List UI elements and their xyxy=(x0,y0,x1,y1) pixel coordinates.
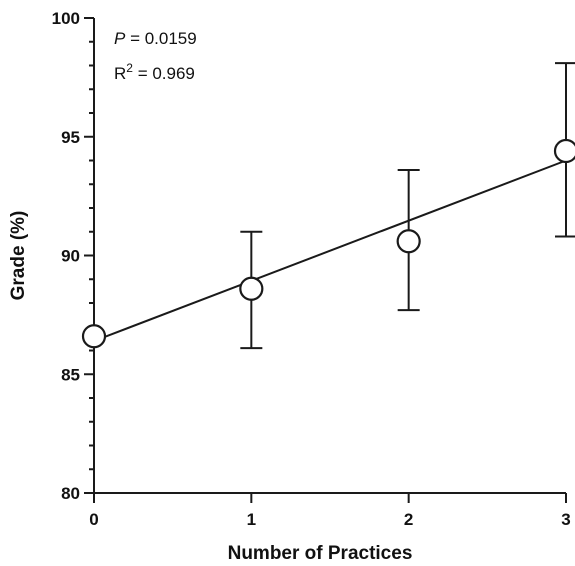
y-tick-label: 85 xyxy=(61,365,80,384)
y-tick-label: 95 xyxy=(61,128,80,147)
x-tick-label: 2 xyxy=(404,510,413,529)
p-label: P xyxy=(114,29,126,48)
y-tick-label: 90 xyxy=(61,247,80,266)
data-point xyxy=(553,138,575,164)
data-point xyxy=(396,229,421,254)
x-tick-label: 0 xyxy=(89,510,98,529)
p-value-text: P = 0.0159 xyxy=(114,29,197,48)
data-point xyxy=(239,276,264,301)
regression-line xyxy=(93,159,567,342)
r2-value: = 0.969 xyxy=(133,64,195,83)
x-tick-label: 1 xyxy=(247,510,256,529)
data-points xyxy=(81,62,575,350)
y-tick-label: 100 xyxy=(52,9,80,28)
r2-label: R xyxy=(114,64,126,83)
y-ticks: 80 85 90 95 100 xyxy=(52,9,94,503)
x-tick-label: 3 xyxy=(561,510,570,529)
x-axis-title: Number of Practices xyxy=(228,543,413,564)
data-point xyxy=(81,324,107,349)
axes: 80 85 90 95 100 0 1 2 3 xyxy=(52,9,571,529)
r2-superscript: 2 xyxy=(126,61,133,75)
y-axis-title: Grade (%) xyxy=(8,211,29,301)
y-tick-label: 80 xyxy=(61,484,80,503)
p-value: = 0.0159 xyxy=(125,29,196,48)
stats-annotation: P = 0.0159 R2 = 0.969 xyxy=(114,29,197,83)
r-squared-text: R2 = 0.969 xyxy=(114,61,195,83)
x-ticks: 0 1 2 3 xyxy=(89,493,571,529)
